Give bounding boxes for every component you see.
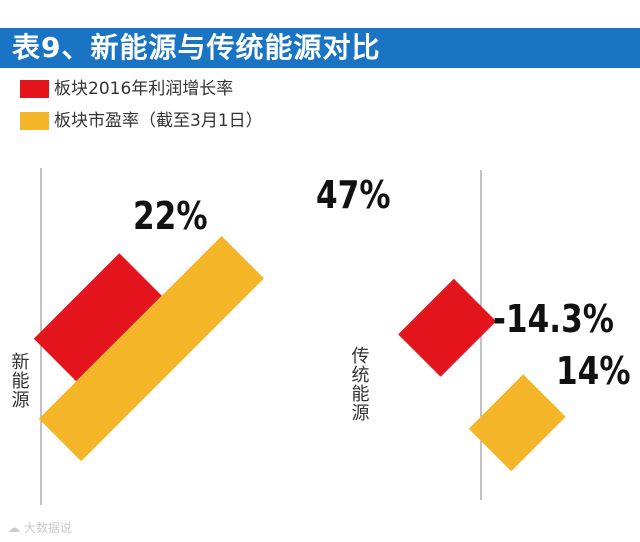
bar-traditional-energy-pe-ratio: [468, 374, 566, 472]
watermark: ☁ 大数据说: [8, 519, 72, 536]
legend-label-profit-growth: 板块2016年利润增长率: [54, 79, 234, 99]
bar-new-energy-profit-growth: [33, 253, 162, 382]
category-label-new-energy: 新能源: [9, 352, 30, 409]
legend-swatch-profit-growth: [20, 80, 49, 98]
category-label-traditional-energy: 传统能源: [349, 346, 370, 422]
data-label-traditional-energy-profit-growth: -14.3%: [493, 298, 614, 342]
bar-traditional-energy-profit-growth: [398, 278, 497, 377]
data-label-new-energy-pe-ratio: 47%: [316, 174, 391, 218]
data-label-traditional-energy-pe-ratio: 14%: [556, 350, 631, 394]
data-label-new-energy-profit-growth: 22%: [133, 195, 208, 239]
title-bar: 表9、新能源与传统能源对比: [0, 28, 640, 68]
watermark-text: 大数据说: [23, 521, 72, 535]
watermark-logo-icon: ☁: [8, 521, 20, 535]
chart-title: 表9、新能源与传统能源对比: [12, 31, 381, 64]
legend-swatch-pe-ratio: [20, 112, 49, 130]
legend-label-pe-ratio: 板块市盈率（截至3月1日）: [54, 111, 263, 131]
bar-new-energy-pe-ratio: [38, 236, 264, 462]
